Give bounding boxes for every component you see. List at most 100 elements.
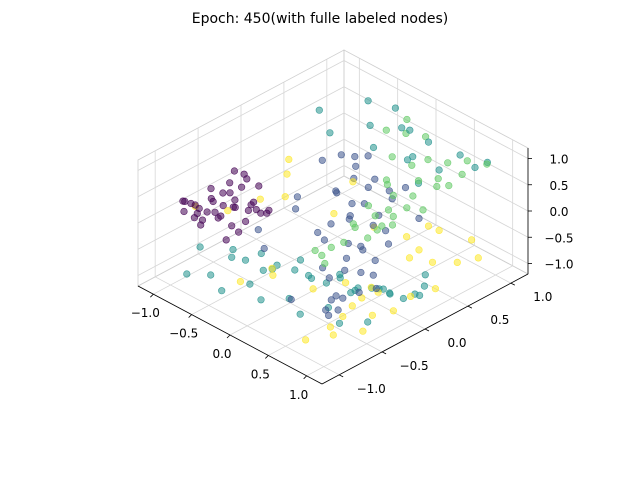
- data-point: [349, 220, 357, 228]
- z-tick-label: 0.0: [549, 205, 568, 219]
- data-point: [371, 175, 379, 183]
- data-point: [342, 254, 351, 262]
- data-point: [257, 296, 265, 304]
- data-point: [311, 246, 319, 255]
- data-point: [292, 205, 300, 213]
- data-point: [244, 206, 252, 215]
- data-point: [357, 268, 365, 277]
- data-point: [269, 271, 277, 279]
- x-tick-mark: [150, 293, 154, 298]
- x-tick-label: 1.0: [289, 388, 308, 402]
- data-point: [181, 197, 189, 205]
- data-point: [444, 159, 452, 167]
- data-point: [364, 152, 372, 160]
- data-point: [371, 256, 379, 265]
- gridlines: [137, 58, 529, 377]
- data-point: [332, 292, 340, 300]
- data-point: [366, 121, 374, 129]
- data-point: [327, 296, 335, 304]
- x-tick-mark: [226, 334, 231, 339]
- data-point: [340, 238, 348, 246]
- data-point: [198, 216, 207, 224]
- data-point: [364, 318, 372, 326]
- data-point: [337, 151, 345, 159]
- data-point: [209, 197, 217, 206]
- data-point: [191, 201, 199, 209]
- z-gridline: [343, 86, 529, 186]
- data-point: [230, 167, 238, 175]
- data-point: [398, 124, 406, 132]
- z-gridline: [343, 112, 529, 212]
- data-point: [388, 153, 396, 161]
- data-point: [218, 287, 226, 295]
- data-point: [458, 170, 466, 178]
- z-gridline: [343, 60, 529, 159]
- data-point: [391, 104, 400, 112]
- data-point: [222, 236, 230, 244]
- data-point: [320, 236, 329, 244]
- data-point: [207, 271, 215, 279]
- x-tick-mark: [188, 314, 192, 318]
- data-point: [268, 264, 276, 272]
- data-point: [428, 258, 437, 266]
- data-point: [403, 233, 411, 241]
- y-gridline: [326, 184, 512, 284]
- axis-lines: [137, 148, 532, 385]
- data-point: [373, 226, 381, 234]
- data-point: [231, 203, 239, 211]
- y-tick-label: 1.0: [533, 290, 552, 304]
- data-point: [355, 288, 363, 297]
- data-point: [196, 243, 204, 251]
- data-point: [463, 157, 471, 165]
- data-point: [468, 236, 476, 244]
- data-point: [431, 285, 440, 293]
- data-point: [364, 97, 372, 105]
- data-point: [406, 126, 414, 134]
- data-point: [342, 279, 350, 287]
- z-tick-label: 1.0: [549, 153, 568, 167]
- data-point: [334, 306, 342, 314]
- data-point: [371, 212, 379, 220]
- data-point: [315, 106, 323, 114]
- data-point: [335, 319, 344, 327]
- data-point: [364, 234, 372, 242]
- data-point: [351, 153, 359, 161]
- data-point: [415, 214, 423, 222]
- data-point: [424, 156, 432, 164]
- y-tick-mark: [381, 351, 387, 355]
- tick-labels: −1.0 −1.0 −1.0 −0.5 −0.5 −0.5 0.0 0.0 0.0 0.5 0.5 0…: [131, 153, 574, 402]
- data-point: [281, 193, 289, 201]
- data-point: [407, 292, 415, 301]
- data-point: [296, 256, 305, 264]
- y-tick-label: −0.5: [400, 359, 429, 373]
- data-point: [326, 129, 334, 137]
- data-point: [348, 302, 356, 310]
- data-point: [420, 282, 429, 290]
- data-point: [364, 202, 373, 210]
- data-point: [389, 307, 398, 315]
- data-point: [453, 258, 461, 267]
- data-point: [471, 163, 479, 172]
- data-point: [386, 289, 394, 297]
- data-point: [326, 323, 335, 331]
- data-point: [238, 183, 246, 191]
- data-point: [382, 126, 390, 134]
- data-point: [247, 201, 255, 209]
- data-point: [236, 278, 244, 286]
- data-point: [285, 155, 293, 163]
- data-point: [359, 327, 367, 335]
- data-point: [341, 266, 349, 274]
- data-point: [217, 212, 225, 220]
- data-point: [348, 200, 356, 208]
- data-point: [345, 215, 353, 223]
- data-point: [414, 177, 423, 185]
- x-gridline: [306, 265, 513, 377]
- data-point: [378, 222, 386, 230]
- x-tick-mark: [303, 375, 307, 380]
- data-point: [434, 175, 442, 183]
- data-point: [307, 274, 316, 282]
- data-point: [327, 220, 335, 228]
- z-gridline: [137, 112, 345, 224]
- data-point: [330, 210, 338, 218]
- data-point: [332, 187, 340, 195]
